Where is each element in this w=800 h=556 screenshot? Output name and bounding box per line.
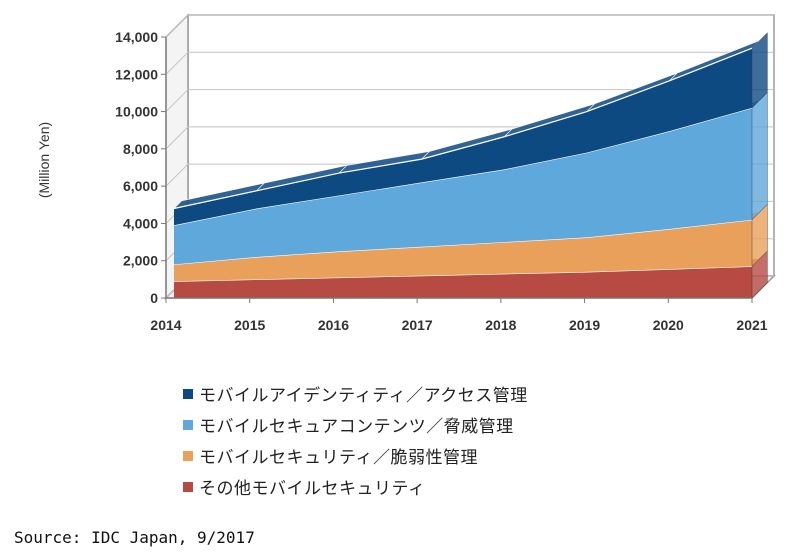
legend-label: その他モバイルセキュリティ bbox=[199, 479, 426, 499]
y-tick-label: 12,000 bbox=[115, 66, 158, 82]
y-tick-label: 8,000 bbox=[123, 141, 158, 157]
legend-item: その他モバイルセキュリティ bbox=[183, 471, 528, 502]
y-tick-label: 14,000 bbox=[115, 29, 158, 45]
legend-swatch bbox=[183, 388, 193, 399]
legend-item: モバイルアイデンティティ／アクセス管理 bbox=[183, 378, 528, 409]
y-tick-label: 0 bbox=[150, 290, 158, 306]
y-axis: 0 2,000 4,000 6,000 8,000 10,000 12,000 14,000 bbox=[115, 29, 167, 306]
legend-label: モバイルセキュアコンテンツ／脅威管理 bbox=[199, 417, 514, 437]
x-tick-label: 2017 bbox=[402, 317, 433, 333]
legend-swatch bbox=[183, 481, 193, 492]
area-end bbox=[751, 91, 768, 221]
x-tick-label: 2015 bbox=[234, 317, 265, 333]
y-axis-label: (Million Yen) bbox=[36, 122, 52, 198]
gridline bbox=[165, 14, 774, 38]
legend-item: モバイルセキュリティ／脆弱性管理 bbox=[183, 440, 528, 471]
legend-swatch bbox=[183, 419, 193, 430]
legend-label: モバイルアイデンティティ／アクセス管理 bbox=[199, 386, 528, 406]
area-1 bbox=[174, 219, 752, 282]
stacked-area-chart: 02,0004,0006,0008,00010,00012,00014,000 … bbox=[36, 13, 776, 333]
area-0 bbox=[174, 266, 752, 298]
y-tick-label: 6,000 bbox=[123, 178, 158, 194]
area-2 bbox=[174, 107, 752, 265]
x-tick-label: 2018 bbox=[485, 317, 516, 333]
area-end bbox=[751, 32, 768, 109]
area-3 bbox=[174, 48, 752, 226]
x-tick-label: 2020 bbox=[653, 317, 684, 333]
x-tick-label: 2021 bbox=[736, 317, 767, 333]
legend-swatch bbox=[183, 450, 193, 461]
source-note: Source: IDC Japan, 9/2017 bbox=[14, 528, 255, 547]
gridline bbox=[165, 89, 774, 112]
legend: モバイルアイデンティティ／アクセス管理 モバイルセキュアコンテンツ／脅威管理 モ… bbox=[183, 378, 528, 502]
y-tick-label: 4,000 bbox=[123, 215, 158, 231]
x-tick-label: 2016 bbox=[318, 317, 349, 333]
legend-item: モバイルセキュアコンテンツ／脅威管理 bbox=[183, 409, 528, 440]
x-tick-label: 2014 bbox=[150, 317, 181, 333]
legend-label: モバイルセキュリティ／脆弱性管理 bbox=[199, 448, 478, 468]
series-areas bbox=[173, 32, 768, 299]
y-tick-label: 2,000 bbox=[123, 253, 158, 269]
series-line bbox=[173, 219, 753, 266]
x-tick-label: 2019 bbox=[569, 317, 600, 333]
series-line bbox=[173, 47, 753, 210]
gridline bbox=[165, 51, 774, 75]
x-axis: 2014 2015 2016 2017 2018 2019 2020 2021 bbox=[150, 297, 768, 333]
y-tick-label: 10,000 bbox=[115, 104, 158, 120]
